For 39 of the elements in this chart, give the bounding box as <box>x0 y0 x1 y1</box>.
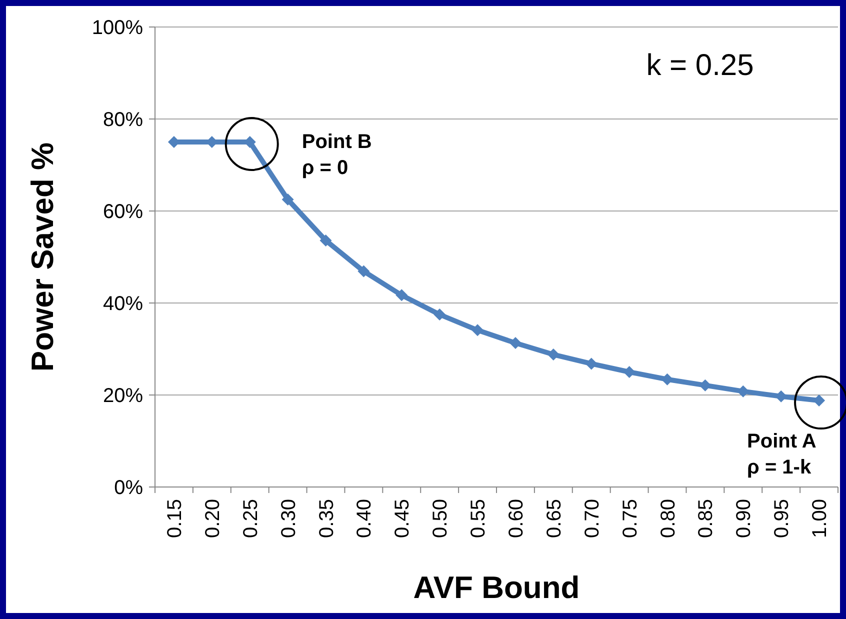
x-tick-label: 0.20 <box>202 499 224 538</box>
y-tick-label: 100% <box>92 17 144 39</box>
y-tick-label: 20% <box>102 385 144 407</box>
x-tick-label: 0.75 <box>619 499 642 538</box>
x-tick-label: 1.00 <box>809 499 832 538</box>
x-tick-label: 0.50 <box>430 499 452 538</box>
x-axis-title: AVF Bound <box>413 570 580 605</box>
y-tick-label: 0% <box>114 477 144 499</box>
point <box>509 337 522 350</box>
x-tick-label: 0.65 <box>543 499 566 538</box>
x-tick-label: 0.95 <box>771 499 794 538</box>
y-tick-label: 40% <box>102 293 144 315</box>
x-tick-label: 0.70 <box>581 499 604 538</box>
x-tick-label: 0.55 <box>468 499 490 538</box>
point <box>547 348 560 361</box>
x-tick-label: 0.35 <box>316 499 338 538</box>
point <box>396 289 408 302</box>
point <box>472 324 484 336</box>
point <box>623 366 636 378</box>
x-tick-label: 0.40 <box>354 499 376 538</box>
annotation: k = 0.25 <box>646 49 754 82</box>
x-tick-label: 0.45 <box>392 499 414 538</box>
x-tick-label: 0.85 <box>695 499 718 538</box>
x-tick-label: 0.15 <box>164 499 186 538</box>
x-tick-label: 0.60 <box>505 499 528 538</box>
point <box>282 194 294 206</box>
x-tick-label: 0.80 <box>657 499 680 538</box>
annotation: Point A ρ = 1-k <box>747 430 816 479</box>
x-tick-label: 0.25 <box>240 499 262 538</box>
x-tick-label: 0.30 <box>278 499 300 538</box>
point <box>320 234 332 246</box>
point <box>358 265 370 278</box>
annotation: Point B ρ = 0 <box>302 131 372 179</box>
y-tick-label: 60% <box>102 201 144 223</box>
x-tick-label: 0.90 <box>733 499 756 538</box>
point <box>585 358 598 370</box>
y-axis-title: Power Saved % <box>25 142 60 372</box>
point <box>434 308 446 320</box>
y-tick-label: 80% <box>102 109 144 131</box>
